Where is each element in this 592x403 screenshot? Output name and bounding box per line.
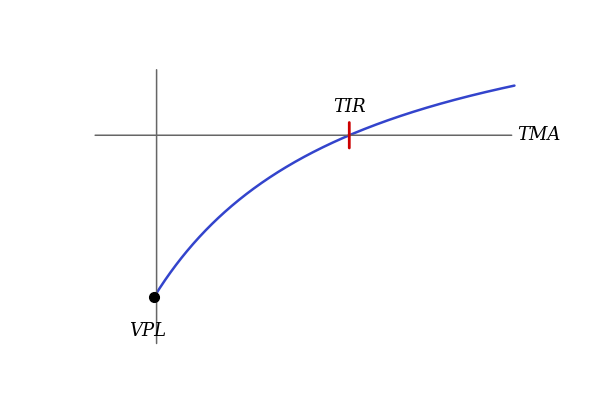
Text: TIR: TIR: [333, 98, 366, 116]
Text: TMA: TMA: [517, 126, 560, 144]
Text: VPL: VPL: [129, 322, 166, 340]
